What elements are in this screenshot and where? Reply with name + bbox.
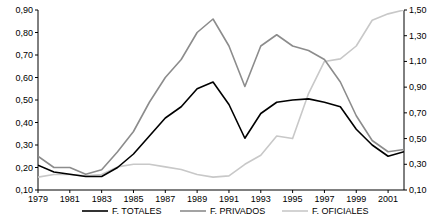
y2-tick xyxy=(404,87,407,88)
y2-tick-label: 0,50 xyxy=(409,134,427,144)
x-tick xyxy=(388,190,389,193)
y-tick-label: 0,70 xyxy=(15,50,33,60)
x-tick-label: 1989 xyxy=(187,194,207,204)
x-tick xyxy=(260,190,261,193)
x-tick-label: 1979 xyxy=(28,194,48,204)
x-tick xyxy=(165,190,166,193)
x-tick xyxy=(69,190,70,193)
legend-label: F. TOTALES xyxy=(112,206,162,216)
y2-tick-label: 1,10 xyxy=(409,56,427,66)
y-tick-label: 0,60 xyxy=(15,73,33,83)
y-tick xyxy=(35,122,38,123)
y-tick-label: 0,20 xyxy=(15,163,33,173)
chart: 0,100,200,300,400,500,600,700,800,900,10… xyxy=(0,0,448,223)
x-tick-label: 1985 xyxy=(123,194,143,204)
y-tick-label: 0,80 xyxy=(15,28,33,38)
x-tick-label: 1987 xyxy=(155,194,175,204)
y-tick xyxy=(35,55,38,56)
y-tick-label: 0,50 xyxy=(15,95,33,105)
x-tick xyxy=(101,190,102,193)
legend-swatch xyxy=(82,210,108,212)
y-tick xyxy=(35,167,38,168)
legend-label: F. PRIVADOS xyxy=(210,206,265,216)
y-tick xyxy=(35,77,38,78)
y-tick xyxy=(35,32,38,33)
y2-tick xyxy=(404,61,407,62)
x-tick-label: 1983 xyxy=(92,194,112,204)
y-tick xyxy=(35,100,38,101)
series-line xyxy=(38,19,404,174)
y2-tick xyxy=(404,35,407,36)
y2-tick xyxy=(404,112,407,113)
x-tick xyxy=(356,190,357,193)
legend-swatch xyxy=(282,210,308,212)
y2-tick-label: 0,10 xyxy=(409,185,427,195)
legend-swatch xyxy=(180,210,206,212)
x-tick-label: 1991 xyxy=(219,194,239,204)
x-tick-label: 1999 xyxy=(346,194,366,204)
y2-tick xyxy=(404,10,407,11)
x-axis-line xyxy=(38,190,404,191)
series-line xyxy=(38,82,404,177)
x-tick xyxy=(324,190,325,193)
y-tick xyxy=(35,10,38,11)
x-tick xyxy=(228,190,229,193)
series-line xyxy=(38,10,404,177)
x-tick-label: 1981 xyxy=(60,194,80,204)
y-tick-label: 0,40 xyxy=(15,118,33,128)
y2-tick xyxy=(404,190,407,191)
y2-tick-label: 0,90 xyxy=(409,82,427,92)
y2-tick-label: 1,30 xyxy=(409,31,427,41)
y2-tick xyxy=(404,164,407,165)
legend-label: F. OFICIALES xyxy=(312,206,369,216)
y2-tick xyxy=(404,138,407,139)
x-tick-label: 2001 xyxy=(378,194,398,204)
y2-tick-label: 1,50 xyxy=(409,5,427,15)
y2-tick-label: 0,70 xyxy=(409,108,427,118)
x-tick-label: 1993 xyxy=(251,194,271,204)
x-tick xyxy=(197,190,198,193)
x-tick-label: 1997 xyxy=(314,194,334,204)
x-tick xyxy=(133,190,134,193)
x-tick xyxy=(38,190,39,193)
x-tick-label: 1995 xyxy=(283,194,303,204)
y-tick-label: 0,90 xyxy=(15,5,33,15)
lines xyxy=(38,10,404,177)
y2-axis-line xyxy=(404,10,405,190)
y2-tick-label: 0,30 xyxy=(409,159,427,169)
x-tick xyxy=(292,190,293,193)
y-tick xyxy=(35,145,38,146)
y-tick-label: 0,30 xyxy=(15,140,33,150)
